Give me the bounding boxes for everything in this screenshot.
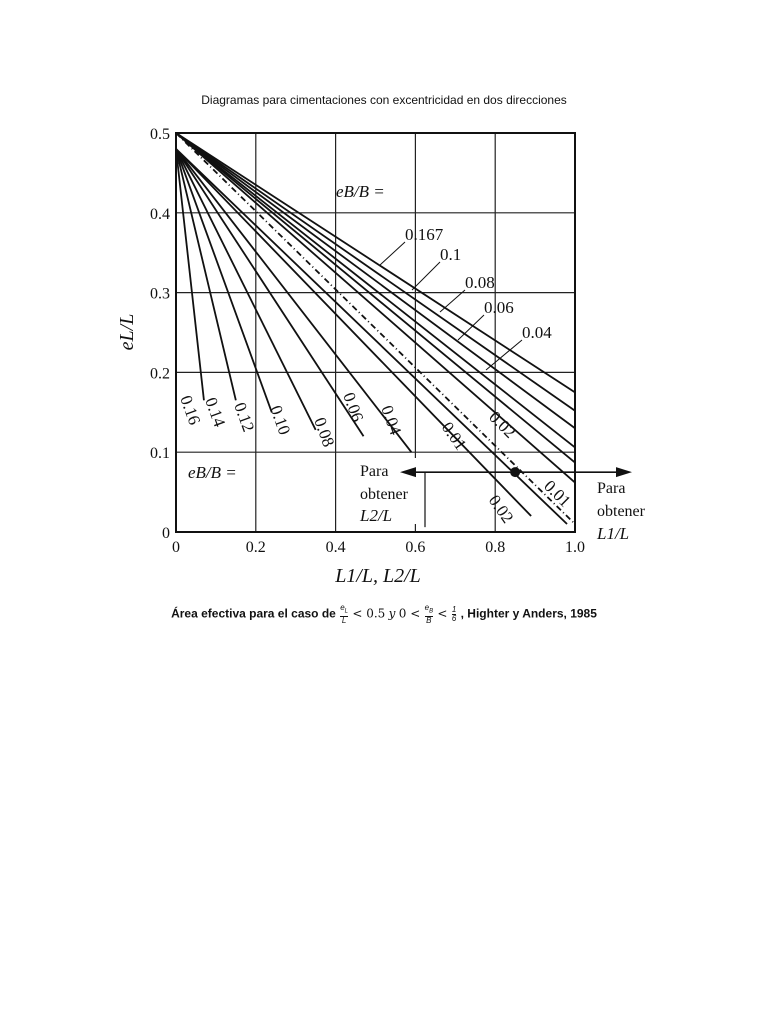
series-label-l2: 0.08 [310, 415, 338, 449]
series-line-l1 [175, 132, 576, 412]
caption-frac3-den: 6 [451, 613, 457, 623]
series-line-l1 [175, 132, 576, 464]
x-tick-label: 0.6 [405, 539, 425, 556]
series-line-l1 [175, 132, 576, 429]
series-line-l2 [175, 148, 413, 453]
caption-fraction-el-l: eL L [340, 604, 348, 625]
chart: 0 0.2 0.4 0.6 0.8 1.0 0 0.1 0.2 0.3 0.4 0.5 L1/L, L2… [116, 126, 646, 587]
series-label-leader [457, 314, 485, 341]
caption-frac1-den: L [341, 615, 347, 625]
x-tick-label: 0 [172, 539, 180, 556]
series-line-l2 [175, 148, 568, 525]
x-tick-label: 0.2 [246, 539, 266, 556]
y-tick-label: 0 [162, 525, 170, 542]
right-label-line1: Para [597, 480, 625, 497]
caption-frac1-num: e [340, 603, 345, 612]
series-label-l1: 0.167 [405, 225, 444, 244]
x-tick-label: 0.8 [485, 539, 505, 556]
series-label-l1: 0.06 [484, 298, 514, 317]
caption-lt1: < 0.5 [352, 606, 386, 621]
series-label-l2: 0.06 [339, 390, 367, 424]
left-label-line3: L2/L [359, 506, 392, 525]
caption-frac2-den: B [426, 615, 432, 625]
x-axis-label: L1/L, L2/L [334, 565, 421, 587]
series-label-l2: 0.14 [201, 395, 229, 430]
series-label-l1: 0.08 [465, 273, 495, 292]
series-label-l2: 0.16 [176, 393, 204, 427]
series-label-leader [485, 339, 523, 371]
caption-suffix: , Highter y Anders, 1985 [460, 606, 597, 621]
series-label-rotated: 0.01 [540, 476, 574, 510]
caption-prefix: Área efectiva para el caso de [171, 606, 336, 621]
y-tick-label: 0.4 [150, 206, 170, 223]
series-line-l2 [175, 148, 205, 401]
y-tick-label: 0.3 [150, 286, 170, 303]
caption-y: y [388, 606, 396, 621]
series-label-leader [411, 261, 441, 291]
series-line-l1 [175, 132, 576, 484]
series-line-l1 [175, 132, 576, 394]
series-line-l1 [175, 132, 576, 525]
caption-zero: 0 < [398, 606, 421, 621]
series-label-l2: 0.10 [266, 403, 294, 437]
series-line-l2 [175, 148, 317, 431]
series-label-l1: 0.04 [522, 323, 552, 342]
y-tick-label: 0.5 [150, 126, 170, 143]
x-tick-label: 0.4 [326, 539, 346, 556]
y-tick-label: 0.1 [150, 445, 170, 462]
eb-b-label-bg [184, 458, 250, 484]
series-line-l1 [175, 132, 576, 449]
y-axis-label: eL/L [116, 314, 138, 351]
x-tick-label: 1.0 [565, 539, 585, 556]
left-label-line1: Para [360, 463, 388, 480]
series-label-leader [439, 289, 466, 313]
caption-frac2-num: e [424, 603, 430, 612]
series-line-l2 [175, 148, 237, 401]
series-line-l2 [175, 148, 365, 437]
eb-b-label-top: eB/B = [336, 182, 385, 201]
caption-frac3-num: 1 [451, 604, 457, 615]
arrow-head-right [616, 467, 632, 478]
caption-frac2-num-sub: B [429, 608, 434, 615]
series-line-l2 [175, 148, 273, 413]
figure-caption: Área efectiva para el caso de eL L < 0.5… [0, 604, 768, 625]
page-title: Diagramas para cimentaciones con excentr… [201, 93, 567, 107]
caption-fraction-eb-b: eB B [424, 603, 434, 625]
series-label-l1: 0.1 [440, 245, 461, 264]
right-label-line3: L1/L [596, 524, 629, 543]
series-label-l2: 0.04 [377, 403, 405, 438]
eb-b-label-bottom: eB/B = [188, 463, 237, 482]
right-label-line2: obtener [597, 503, 646, 520]
caption-lt2: < [437, 606, 448, 621]
example-point [510, 467, 521, 478]
caption-fraction-one-sixth: 1 6 [451, 604, 457, 623]
left-label-line2: obtener [360, 486, 409, 503]
series-label-l2: 0.12 [230, 400, 258, 434]
caption-frac1-num-sub: L [344, 608, 348, 615]
series-label-leader [379, 241, 406, 266]
arrow-head-left [400, 467, 416, 478]
y-tick-label: 0.2 [150, 365, 170, 382]
series-line-l2 [175, 148, 532, 517]
